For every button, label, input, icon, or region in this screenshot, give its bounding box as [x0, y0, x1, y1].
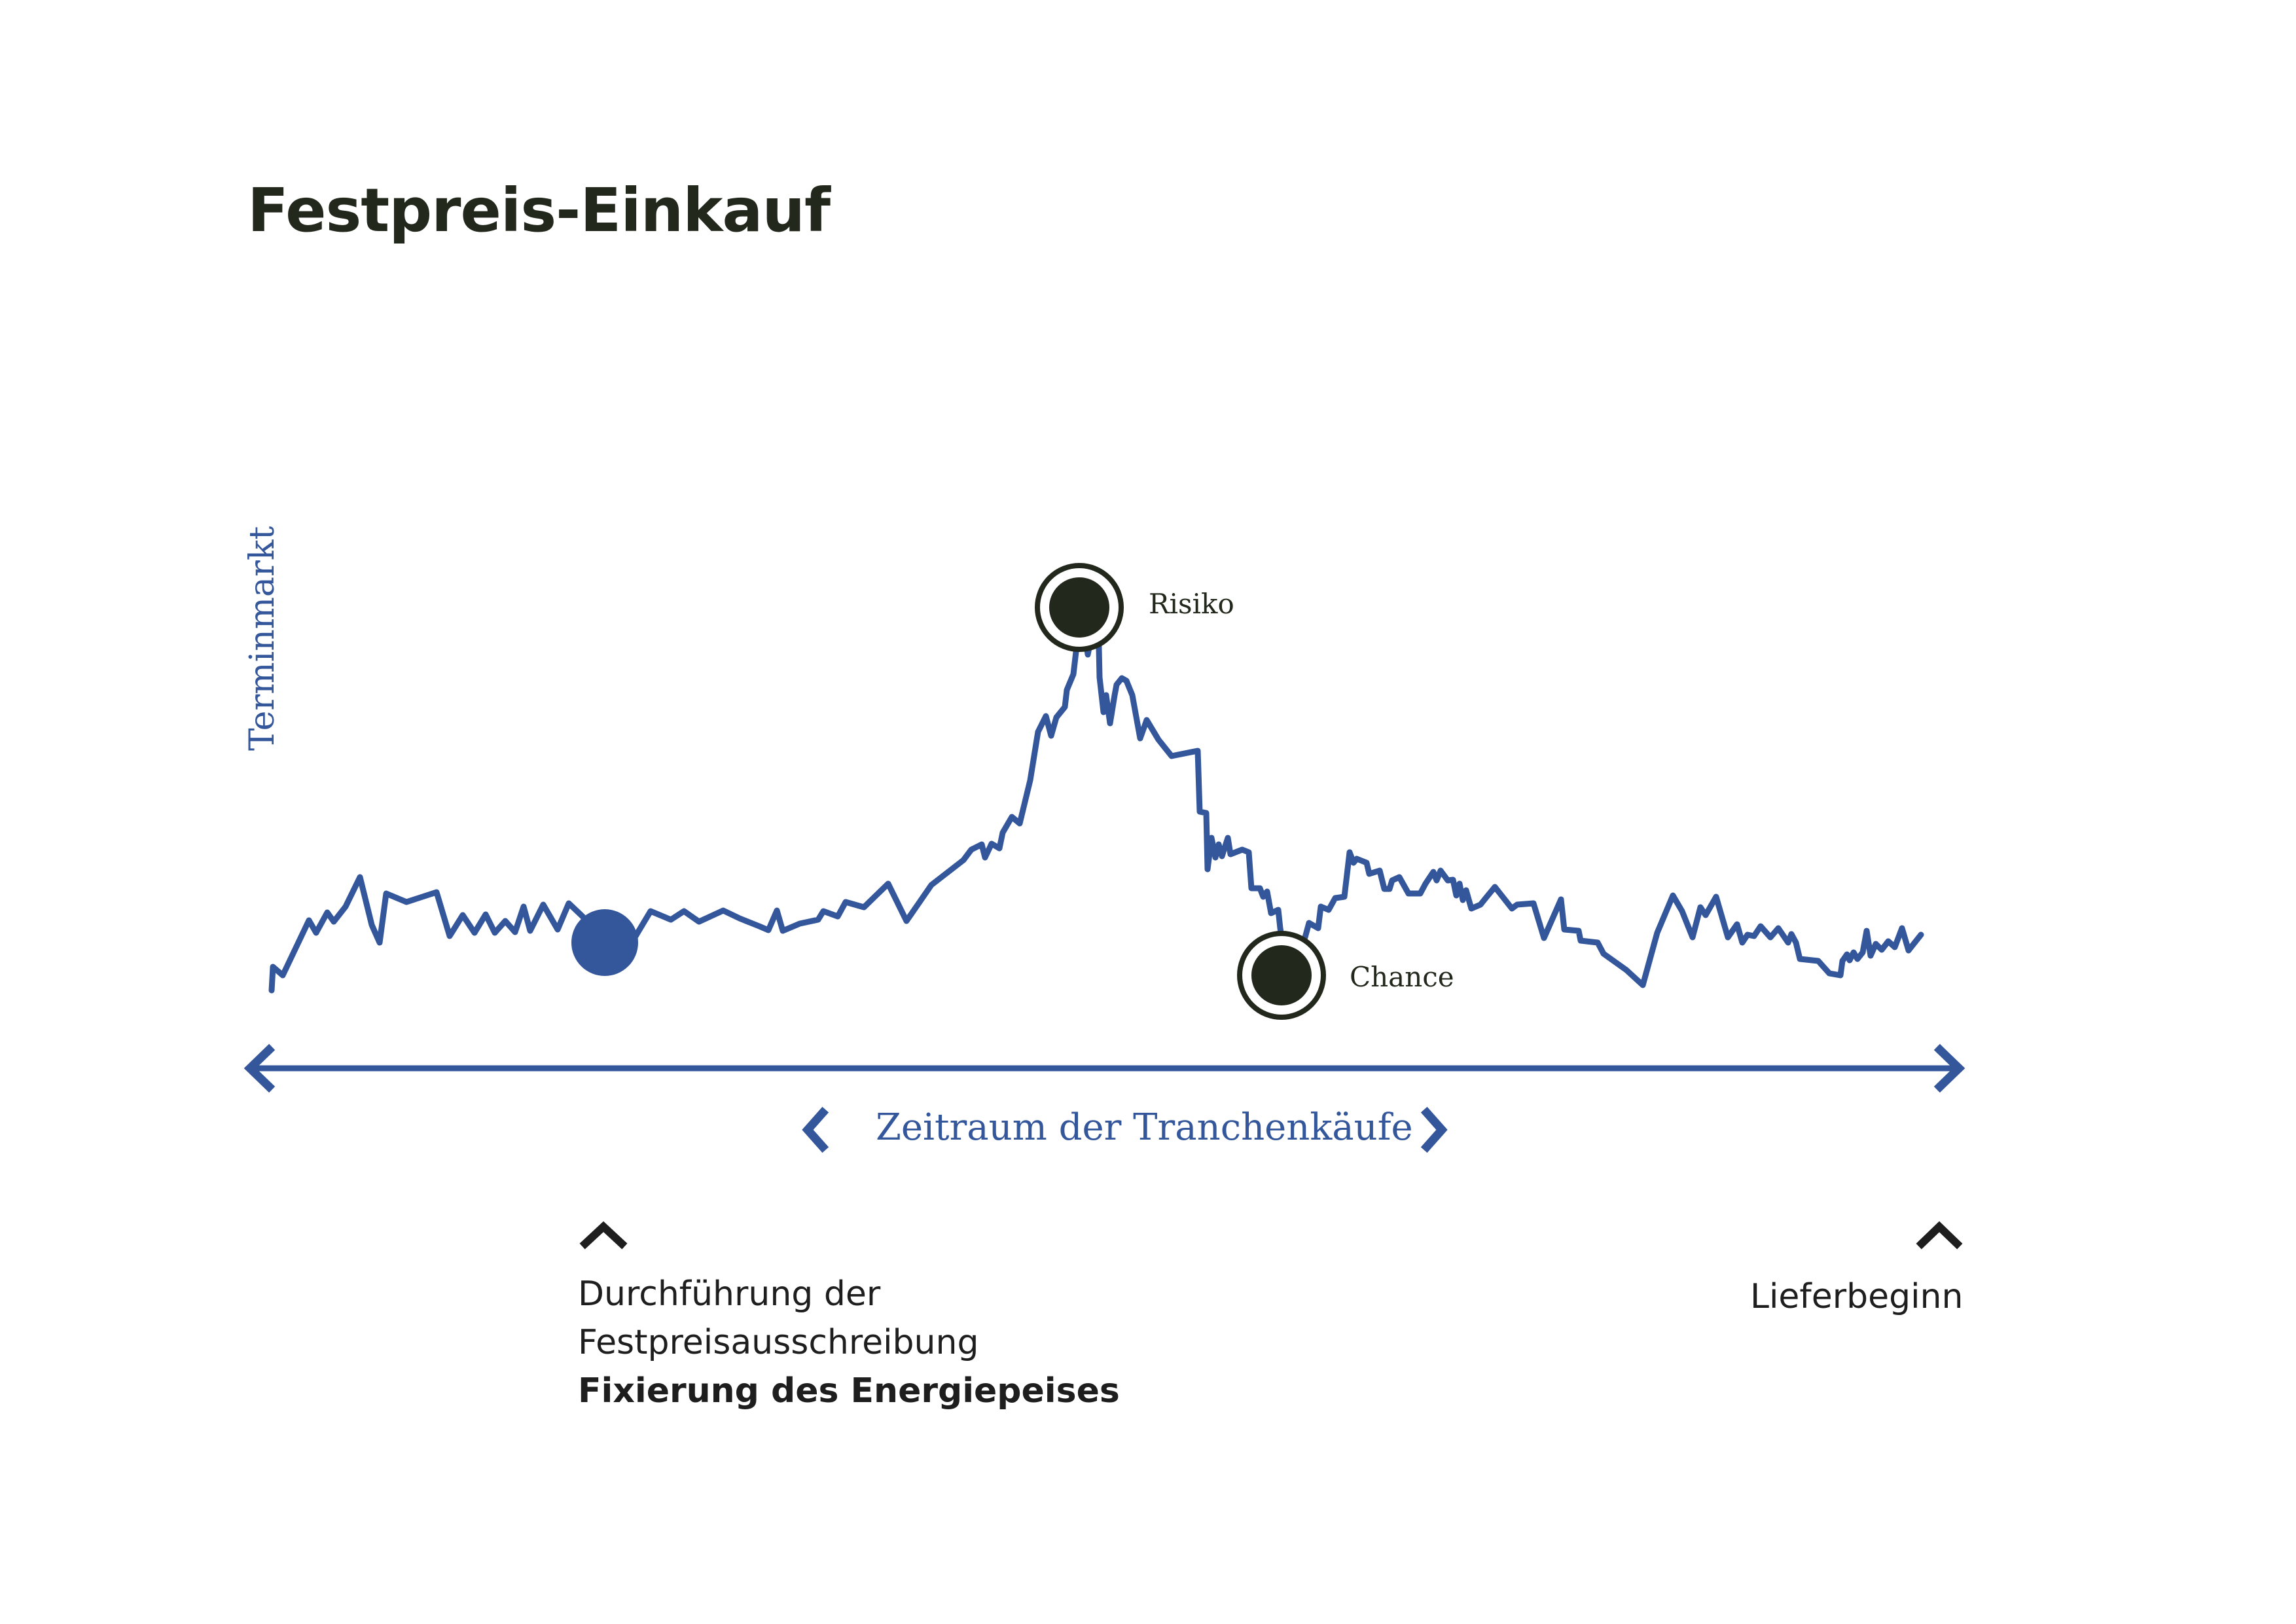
page-title: Festpreis-Einkauf — [247, 175, 831, 245]
tender-line-3: Fixierung des Energiepeises — [578, 1371, 1120, 1411]
delivery-label: Lieferbeginn — [1750, 1277, 1964, 1316]
chance-point-marker — [1251, 945, 1312, 1005]
risk-point-marker — [1049, 577, 1109, 638]
price-curve — [268, 604, 1924, 994]
tender-line-2: Festpreisausschreibung — [578, 1323, 979, 1362]
tender-milestone: Durchführung der Festpreisausschreibung … — [578, 1270, 1120, 1415]
purchase-period-label: Zeitraum der Tranchenkäufe — [876, 1106, 1413, 1149]
time-axis-right-arrowhead — [1933, 1043, 1965, 1093]
range-chevron-left-icon — [802, 1106, 829, 1153]
risk-label: Risiko — [1149, 588, 1234, 620]
tender-line-1: Durchführung der — [578, 1274, 881, 1314]
range-chevron-right-icon — [1420, 1106, 1448, 1153]
tender-point-marker — [571, 909, 638, 976]
time-axis-left-arrowhead — [243, 1043, 276, 1093]
delivery-caret-icon — [1916, 1221, 1963, 1250]
tender-caret-icon — [579, 1221, 628, 1250]
chance-label: Chance — [1350, 961, 1454, 993]
delivery-milestone: Lieferbeginn — [1750, 1272, 1963, 1321]
